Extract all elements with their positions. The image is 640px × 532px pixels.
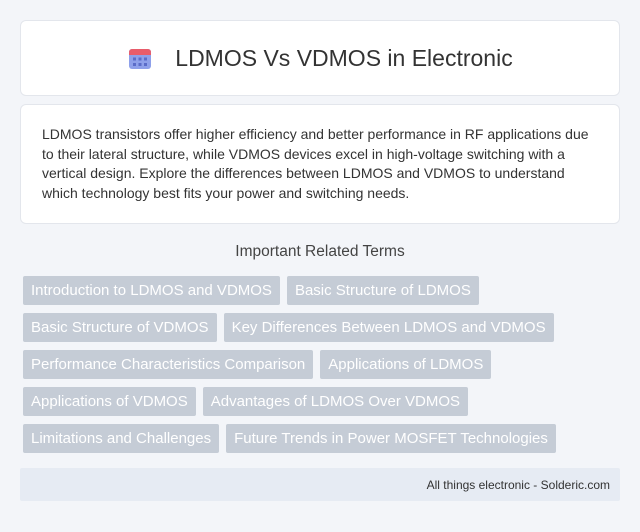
intro-card: LDMOS transistors offer higher efficienc… [20, 104, 620, 224]
tag-applications-ldmos[interactable]: Applications of LDMOS [320, 350, 492, 379]
tag-key-differences[interactable]: Key Differences Between LDMOS and VDMOS [223, 313, 554, 342]
tag-future-trends[interactable]: Future Trends in Power MOSFET Technologi… [226, 424, 556, 453]
tag-limitations[interactable]: Limitations and Challenges [23, 424, 220, 453]
related-terms-heading: Important Related Terms [235, 243, 405, 260]
intro-paragraph: LDMOS transistors offer higher efficienc… [42, 126, 589, 201]
tag-intro-ldmos-vdmos[interactable]: Introduction to LDMOS and VDMOS [23, 276, 280, 305]
page-title: LDMOS Vs VDMOS in Electronic [175, 44, 513, 71]
footer: All things electronic - Solderic.com [20, 468, 620, 501]
tag-structure-ldmos[interactable]: Basic Structure of LDMOS [286, 276, 479, 305]
tag-applications-vdmos[interactable]: Applications of VDMOS [23, 387, 196, 416]
footer-text[interactable]: All things electronic - Solderic.com [426, 477, 610, 492]
related-terms-list: Introduction to LDMOS and VDMOS Basic St… [23, 276, 623, 453]
title-card: LDMOS Vs VDMOS in Electronic [20, 20, 620, 96]
calendar-icon [129, 49, 152, 69]
tag-advantages-ldmos[interactable]: Advantages of LDMOS Over VDMOS [202, 387, 468, 416]
tag-performance-comparison[interactable]: Performance Characteristics Comparison [23, 350, 314, 379]
tag-structure-vdmos[interactable]: Basic Structure of VDMOS [23, 313, 217, 342]
